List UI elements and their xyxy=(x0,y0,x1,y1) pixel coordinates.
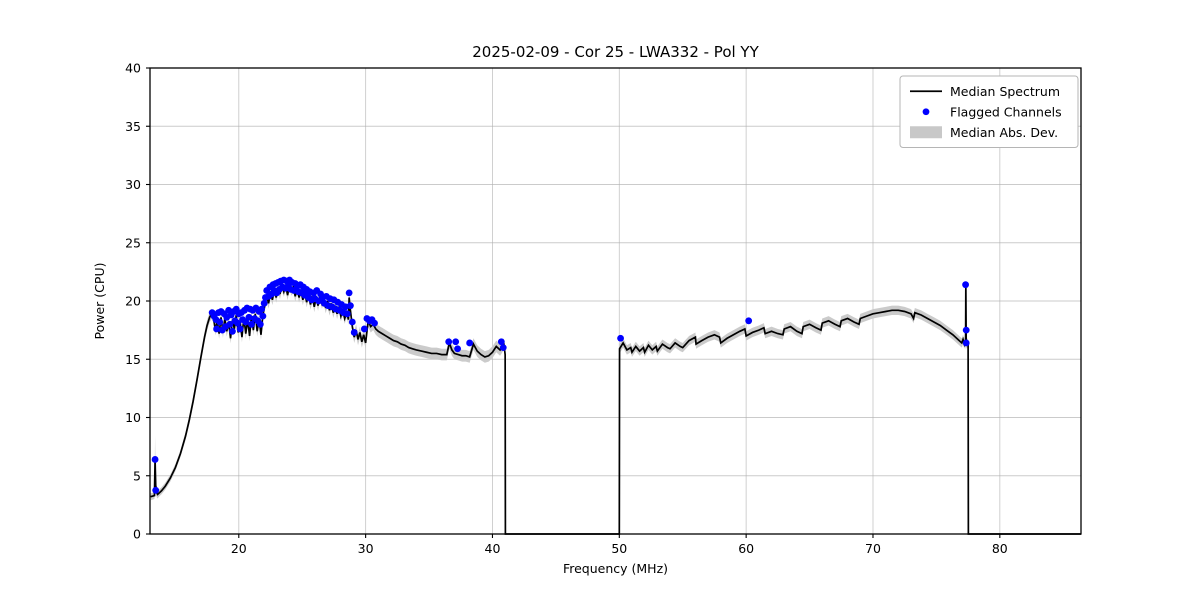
chart-title: 2025-02-09 - Cor 25 - LWA332 - Pol YY xyxy=(472,43,759,61)
y-tick-label: 20 xyxy=(125,294,141,309)
y-tick-label: 10 xyxy=(125,410,141,425)
y-tick-label: 5 xyxy=(133,468,141,483)
flagged-channels-points xyxy=(151,276,970,494)
x-tick-label: 50 xyxy=(611,541,627,556)
x-tick-label: 70 xyxy=(865,541,881,556)
y-axis-ticks: 0 5 10 15 20 25 30 35 40 xyxy=(125,61,150,542)
x-tick-label: 60 xyxy=(738,541,754,556)
legend-patch-swatch xyxy=(910,126,942,139)
x-tick-label: 80 xyxy=(992,541,1008,556)
y-tick-label: 40 xyxy=(125,61,141,76)
y-tick-label: 0 xyxy=(133,527,141,542)
x-tick-label: 30 xyxy=(358,541,374,556)
legend-item-median-abs-dev[interactable]: Median Abs. Dev. xyxy=(910,125,1058,140)
chart-legend[interactable]: Median Spectrum Flagged Channels Median Ab… xyxy=(899,75,1079,148)
legend-item-flagged-channels[interactable]: Flagged Channels xyxy=(922,104,1062,119)
legend-marker-swatch xyxy=(922,108,930,116)
y-tick-label: 35 xyxy=(125,119,141,134)
legend-label: Median Spectrum xyxy=(950,84,1060,99)
legend-label: Flagged Channels xyxy=(950,104,1062,119)
x-tick-label: 20 xyxy=(231,541,247,556)
x-tick-label: 40 xyxy=(485,541,501,556)
y-tick-label: 30 xyxy=(125,177,141,192)
x-axis-ticks: 20 30 40 50 60 70 80 xyxy=(231,534,1008,556)
legend-label: Median Abs. Dev. xyxy=(950,125,1058,140)
y-tick-label: 25 xyxy=(125,235,141,250)
y-tick-label: 15 xyxy=(125,352,141,367)
legend-item-median-spectrum[interactable]: Median Spectrum xyxy=(910,84,1060,99)
y-axis-label: Power (CPU) xyxy=(92,263,107,340)
x-axis-label: Frequency (MHz) xyxy=(563,561,668,576)
